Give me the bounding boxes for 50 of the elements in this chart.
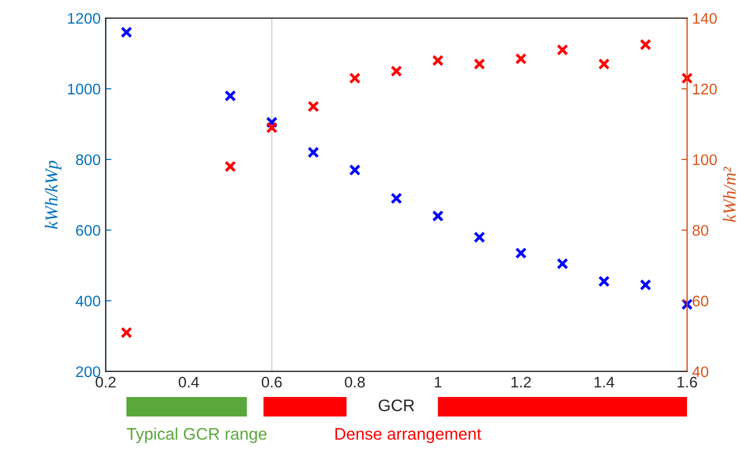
- point: [432, 210, 444, 222]
- x-tick-label: 1.2: [511, 376, 531, 388]
- text: Dense arrangement: [335, 428, 482, 444]
- y2-tick-label: 40: [692, 366, 708, 378]
- x-axis-title: GCR: [378, 399, 414, 412]
- point: [266, 122, 278, 134]
- y-tick-label: 800: [76, 154, 100, 166]
- x-tick-label: 1.4: [594, 376, 614, 388]
- y-tick-label: 400: [76, 296, 100, 306]
- point: [598, 58, 610, 70]
- point: [556, 258, 568, 270]
- point: [681, 298, 693, 310]
- point: [515, 247, 527, 259]
- x-tick-label: 1.6: [678, 376, 697, 388]
- point: [556, 44, 568, 56]
- point: [598, 276, 610, 288]
- text: Typical GCR range: [126, 428, 267, 444]
- point: [390, 192, 402, 204]
- x-tick-label: 1: [434, 376, 442, 388]
- point: [432, 54, 444, 66]
- y-tick-label: 200: [76, 366, 100, 378]
- point: [349, 164, 361, 176]
- y2-axis-title: kWh/m²: [722, 166, 736, 222]
- y2-tick-label: 100: [693, 154, 717, 166]
- y-axis-title: kWh/kWp: [44, 160, 62, 229]
- x-tick-label: 0.4: [178, 376, 199, 388]
- x-tick-label: 0.2: [96, 376, 116, 388]
- y-tick-label: 600: [76, 224, 100, 236]
- point: [640, 279, 652, 291]
- y2-tick-label: 60: [692, 296, 708, 306]
- point: [120, 26, 132, 38]
- point: [308, 146, 320, 158]
- point: [640, 38, 652, 50]
- y-tick-label: 1200: [68, 12, 100, 24]
- x-tick-label: 0.8: [344, 376, 365, 388]
- point: [349, 72, 361, 84]
- point: [515, 52, 527, 65]
- point: [224, 160, 236, 172]
- y2-tick-label: 80: [692, 224, 708, 236]
- point: [474, 231, 486, 243]
- point: [474, 58, 486, 70]
- y2-tick-label: 140: [693, 12, 717, 24]
- y-tick-label: 1000: [68, 84, 100, 94]
- point: [224, 90, 236, 102]
- point: [308, 100, 320, 112]
- point: [120, 326, 132, 338]
- point: [390, 65, 402, 77]
- point: [681, 72, 693, 84]
- y2-tick-label: 120: [693, 84, 717, 94]
- x-tick-label: 0.6: [262, 376, 282, 388]
